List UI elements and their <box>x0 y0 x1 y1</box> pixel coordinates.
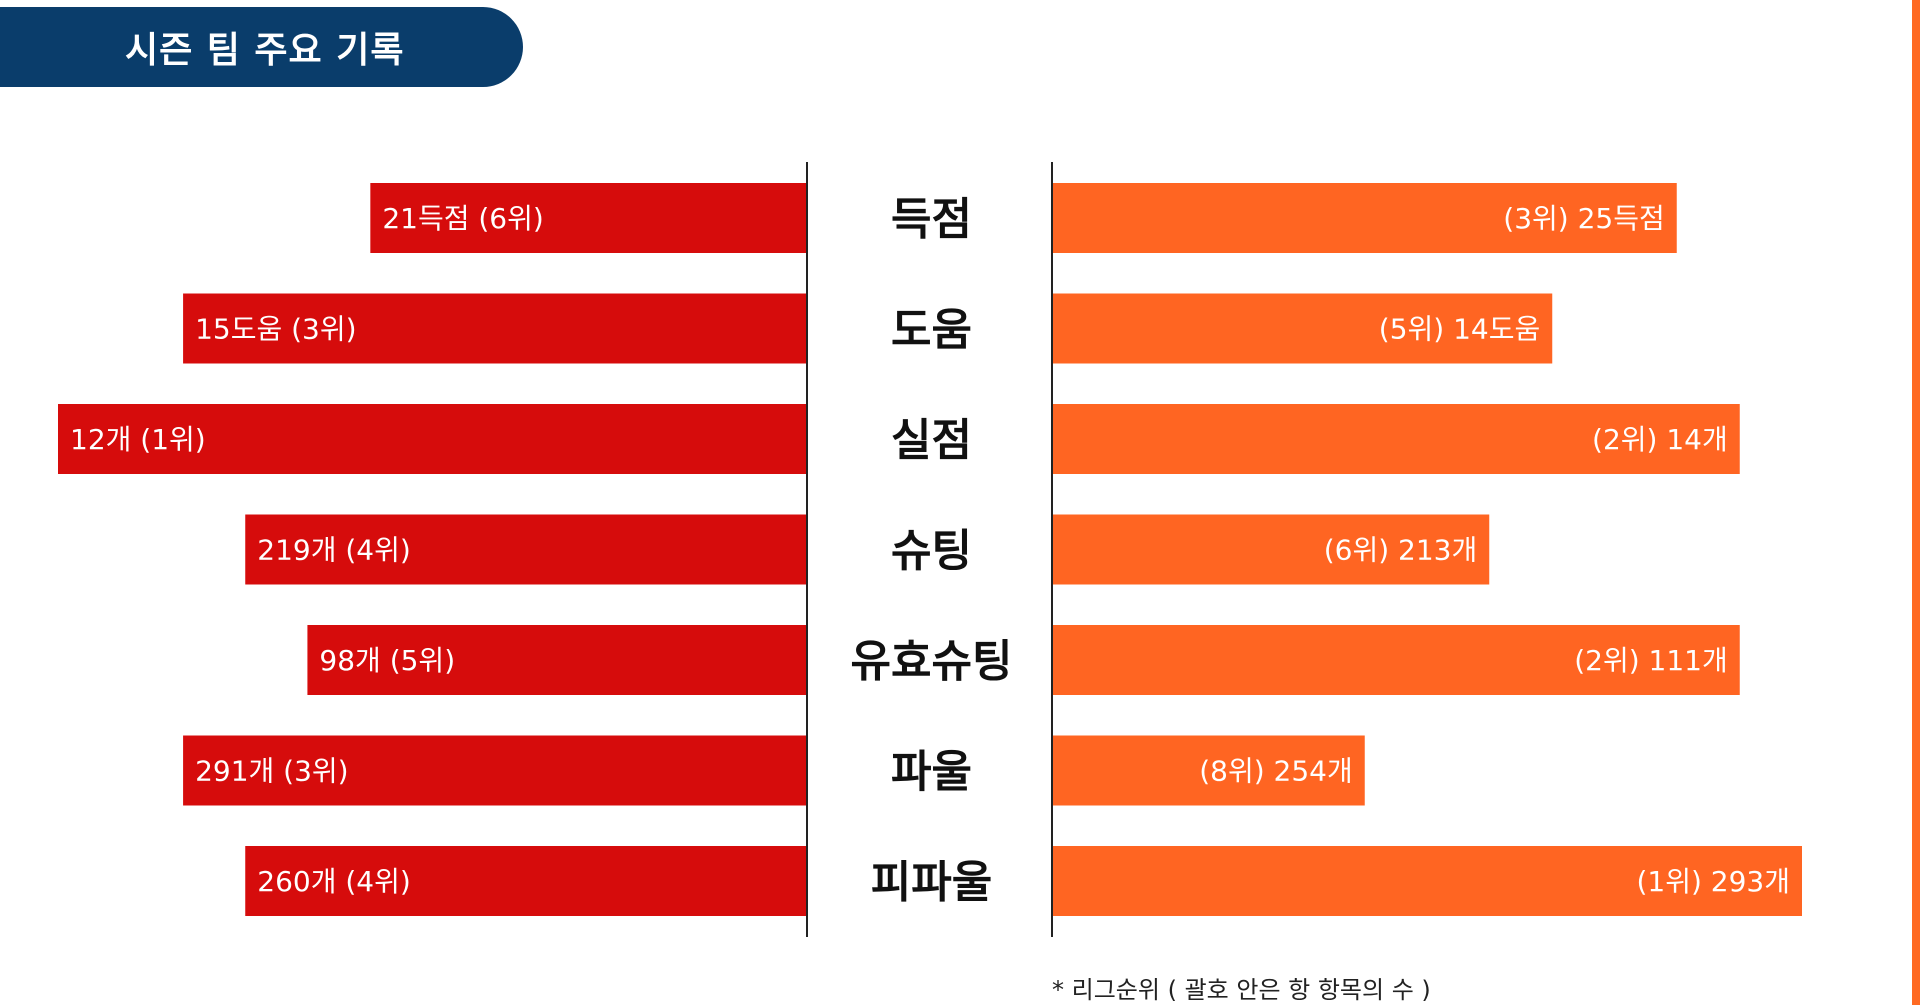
left-bar-label: 291개 (3위) <box>195 755 349 788</box>
category-label: 파울 <box>891 747 972 798</box>
right-bar-label: (3위) 25득점 <box>1503 202 1664 235</box>
section-title-tab: 시즌 팀 주요 기록 <box>0 7 523 87</box>
right-bar <box>1052 735 1365 806</box>
left-bar <box>245 846 807 916</box>
left-bar <box>183 735 807 806</box>
category-label: 도움 <box>891 305 972 356</box>
left-bar-label: 15도움 (3위) <box>195 313 356 346</box>
right-edge-accent <box>1912 0 1920 1005</box>
left-bar <box>183 293 807 364</box>
section-title: 시즌 팀 주요 기록 <box>125 30 405 71</box>
category-label: 유효슈팅 <box>851 636 1013 687</box>
category-label: 슈팅 <box>891 526 972 577</box>
right-bar-label: (8위) 254개 <box>1199 755 1353 788</box>
right-bar <box>1052 846 1802 916</box>
right-bar <box>1052 183 1677 253</box>
right-bar <box>1052 625 1740 695</box>
right-bar <box>1052 293 1553 364</box>
left-bar <box>245 514 807 585</box>
category-label: 피파울 <box>871 857 992 908</box>
right-bar-label: (6위) 213개 <box>1324 534 1478 567</box>
right-bar-label: (2위) 14개 <box>1592 423 1728 456</box>
left-bar-label: 98개 (5위) <box>319 644 455 677</box>
left-bar <box>58 404 807 474</box>
category-label: 득점 <box>891 194 972 245</box>
comparison-chart: 21득점 (6위) (3위) 25득점 득점 15도움 (3위) (5위) 14도움 도움… <box>58 162 1802 937</box>
right-bar <box>1052 514 1490 585</box>
right-bar-label: (2위) 111개 <box>1574 644 1728 677</box>
category-label: 실점 <box>891 415 972 466</box>
right-bar <box>1052 404 1740 474</box>
left-bar-label: 21득점 (6위) <box>382 202 543 235</box>
left-bar <box>307 625 807 695</box>
right-bar-label: (1위) 293개 <box>1636 865 1790 898</box>
footnote: * 리그순위 ( 괄호 안은 항 항목의 수 ) <box>1052 976 1431 1004</box>
left-bar-label: 12개 (1위) <box>70 423 206 456</box>
left-bar-label: 260개 (4위) <box>257 865 411 898</box>
right-bar-label: (5위) 14도움 <box>1379 313 1540 346</box>
left-bar-label: 219개 (4위) <box>257 534 411 567</box>
left-bar <box>370 183 807 253</box>
